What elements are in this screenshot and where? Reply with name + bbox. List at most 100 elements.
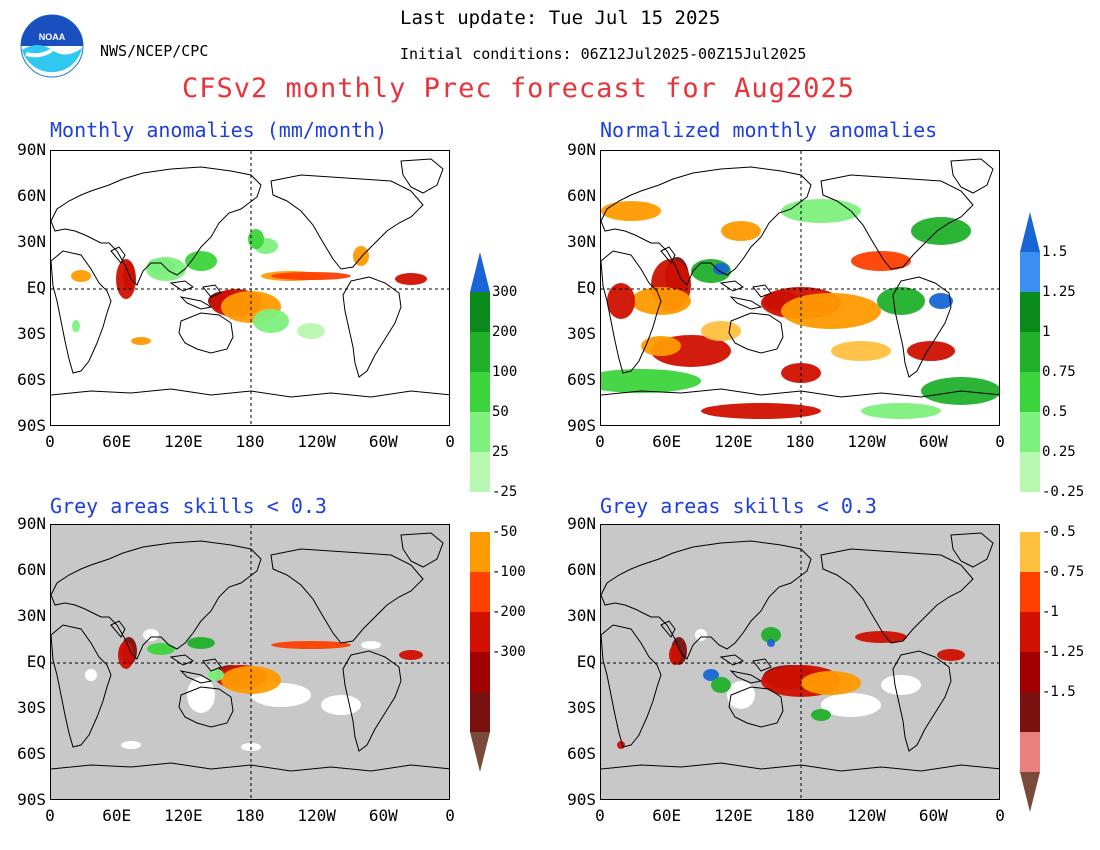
coastline: [179, 670, 213, 684]
lon-tick-label: 120E: [714, 806, 753, 825]
colorbar-segment: [470, 692, 490, 732]
precip-anomaly-region: [187, 637, 215, 649]
map-skill-anomalies: [50, 524, 450, 800]
colorbar-segment: [1020, 292, 1040, 332]
lat-tick-label: 60S: [17, 370, 46, 389]
skill-mask-region: [361, 641, 381, 649]
coastline: [950, 532, 994, 568]
colorbar-bottom-arrow: [1020, 772, 1040, 812]
lon-tick-label: 180: [235, 432, 265, 451]
lat-tick-label: EQ: [576, 652, 596, 671]
coastline: [342, 650, 402, 752]
colorbar-bottom-arrow: [470, 732, 490, 772]
precip-anomaly-region: [907, 341, 955, 361]
lon-tick-label: 60E: [652, 432, 682, 451]
skill-mask-region: [121, 741, 141, 749]
colorbar-label: 0.75: [1042, 364, 1076, 380]
lat-tick-label: 30S: [17, 324, 46, 343]
precip-anomaly-region: [911, 217, 971, 245]
coastline: [110, 246, 126, 264]
colorbar-top-arrow: [470, 252, 490, 292]
colorbar-segment: [470, 612, 490, 652]
precip-anomaly-region: [701, 321, 741, 341]
noaa-logo: NOAA: [20, 14, 84, 78]
colorbar-label: -0.25: [1042, 484, 1085, 500]
colorbar-segment: [1020, 332, 1040, 372]
colorbar-label: 0.25: [1042, 444, 1076, 460]
precip-anomaly-region: [937, 649, 965, 661]
coastline: [178, 686, 234, 728]
map-skill-normalized: [600, 524, 1000, 800]
coastline: [202, 658, 222, 672]
lat-tick-label: 90N: [17, 514, 46, 533]
initial-conditions: Initial conditions: 06Z12Jul2025-00Z15Ju…: [400, 45, 807, 63]
precip-anomaly-region: [601, 369, 701, 393]
lon-tick-label: 60E: [102, 432, 132, 451]
colorbar-label: -1.25: [1042, 644, 1085, 660]
colorbar-segment: [1020, 732, 1040, 772]
lat-tick-label: 60N: [17, 560, 46, 579]
colorbar-label: -0.5: [1042, 524, 1076, 540]
coastline: [601, 540, 812, 660]
lat-tick-label: 90N: [567, 514, 596, 533]
coastline: [400, 158, 444, 194]
colorbar-label: -1.5: [1042, 684, 1076, 700]
colorbar-label: 300: [492, 284, 518, 300]
skill-mask-region: [143, 629, 159, 641]
precip-anomaly-region: [248, 229, 264, 249]
precip-anomaly-region: [208, 669, 224, 681]
colorbar-label: 25: [492, 444, 509, 460]
precip-anomaly-region: [761, 627, 781, 643]
lon-tick-label: 0: [45, 806, 55, 825]
precip-anomaly-region: [767, 639, 775, 647]
colorbar-label: -0.75: [1042, 564, 1085, 580]
colorbar-segment: [470, 452, 490, 492]
agency-label: NWS/NCEP/CPC: [100, 42, 209, 60]
lat-tick-label: 30S: [17, 698, 46, 717]
skill-mask-region: [187, 677, 215, 713]
skill-mask-region: [695, 629, 707, 641]
lat-tick-label: 90S: [567, 416, 596, 435]
lon-tick-label: 120W: [847, 432, 886, 451]
lon-tick-label: 60E: [652, 806, 682, 825]
lat-tick-label: 60S: [567, 370, 596, 389]
lat-tick-label: 60N: [567, 560, 596, 579]
colorbar-segment: [1020, 652, 1040, 692]
lon-tick-label: 60E: [102, 806, 132, 825]
coastline: [601, 250, 662, 374]
colorbar-label: -25: [492, 484, 518, 500]
lon-tick-label: 120E: [164, 432, 203, 451]
panel-title-skill-left: Grey areas skills < 0.3: [50, 494, 327, 518]
coastline: [729, 296, 763, 310]
precip-anomaly-region: [811, 709, 831, 721]
colorbar-segment: [470, 372, 490, 412]
lat-tick-label: 90N: [567, 140, 596, 159]
coastline: [342, 276, 402, 378]
coastline: [729, 670, 763, 684]
precip-anomaly-region: [781, 293, 881, 329]
lat-tick-label: 30S: [567, 698, 596, 717]
precip-anomaly-region: [399, 650, 423, 660]
coastline: [110, 620, 126, 638]
colorbar-segment: [1020, 532, 1040, 572]
lon-tick-label: 60W: [918, 806, 948, 825]
panel-title-skill-right: Grey areas skills < 0.3: [600, 494, 877, 518]
coastline: [820, 548, 974, 644]
lon-tick-label: 60W: [918, 432, 948, 451]
colorbar-normalized: 1.5 1.25 1 0.75 0.5 0.25 -0.25 -0.5 -0.75 -1 -1.25…: [1020, 212, 1084, 812]
precip-anomaly-region: [617, 741, 625, 749]
precip-anomaly-region: [146, 257, 186, 281]
lon-tick-label: 0: [445, 806, 455, 825]
lon-tick-label: 0: [995, 806, 1005, 825]
coastline: [202, 284, 222, 298]
colorbar-segment: [1020, 452, 1040, 492]
panel-title-normalized: Normalized monthly anomalies: [600, 118, 938, 142]
colorbar-label: 200: [492, 324, 518, 340]
colorbar-segment: [1020, 612, 1040, 652]
colorbar-label: 50: [492, 404, 509, 420]
precip-anomaly-region: [851, 251, 911, 271]
coastline: [719, 654, 745, 666]
colorbar-segment: [470, 292, 490, 332]
coastline: [51, 624, 112, 748]
lon-tick-label: 120W: [297, 432, 336, 451]
